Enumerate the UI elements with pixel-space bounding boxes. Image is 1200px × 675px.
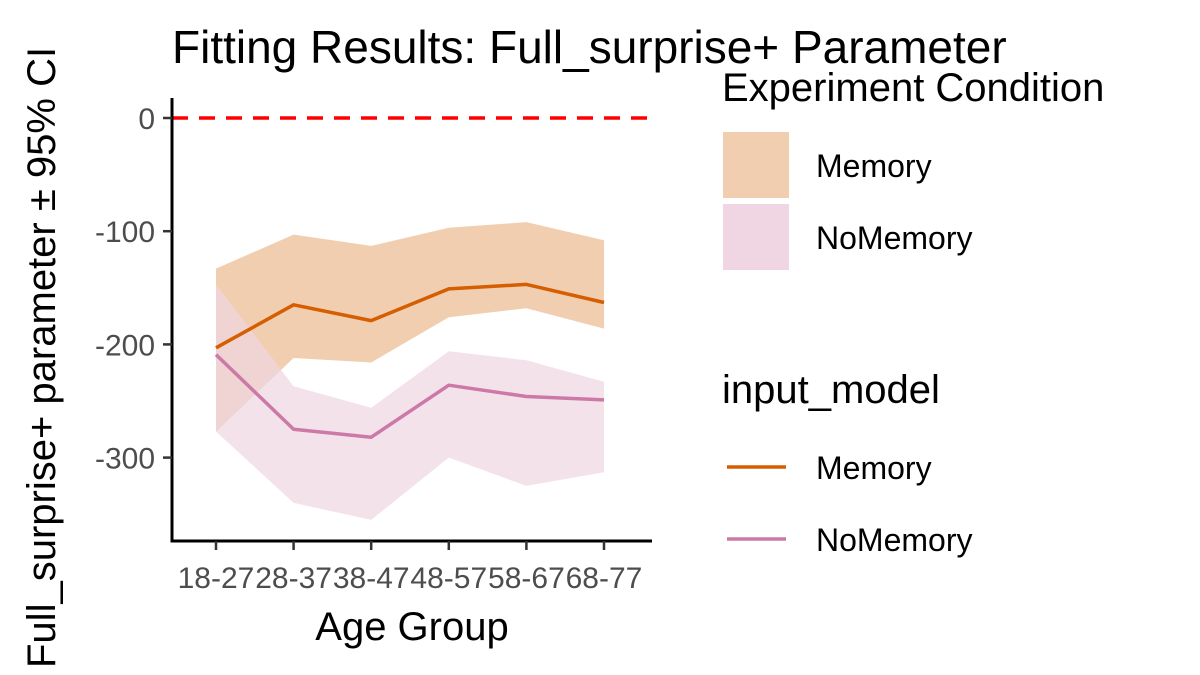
series-lines <box>214 282 605 439</box>
x-tick-label: 18-27 <box>178 562 255 595</box>
y-tick-label: -200 <box>95 329 155 362</box>
y-tick-label: -100 <box>95 216 155 249</box>
legend-title-input-model: input_model <box>722 368 940 412</box>
x-tick-label: 38-47 <box>333 562 410 595</box>
legend-fill-key-memory <box>723 132 789 198</box>
y-axis-title: Full_surprise+ parameter ± 95% CI <box>20 47 64 668</box>
line-nomemory <box>214 353 605 439</box>
axes: 0 -100 -200 -300 18-27 28-37 38-47 48-57 58-67 68… <box>95 98 652 595</box>
legend-label: NoMemory <box>816 220 972 256</box>
x-tick-label: 58-67 <box>488 562 565 595</box>
legend-label: Memory <box>816 148 932 184</box>
y-tick-label: -300 <box>95 443 155 476</box>
legends: Experiment Condition Memory NoMemory input_… <box>722 66 1104 558</box>
legend-title-experiment-condition: Experiment Condition <box>722 66 1104 110</box>
x-tick-label: 48-57 <box>410 562 487 595</box>
y-tick-label: 0 <box>138 103 155 136</box>
band-nomemory <box>216 284 604 520</box>
legend-label: Memory <box>816 450 932 486</box>
x-tick-label: 68-77 <box>566 562 643 595</box>
band-memory <box>216 222 604 432</box>
line-memory <box>215 282 605 350</box>
legend-fill-key-nomemory <box>723 204 789 270</box>
legend-label: NoMemory <box>816 522 972 558</box>
x-axis-title: Age Group <box>315 605 508 649</box>
x-tick-label: 28-37 <box>255 562 332 595</box>
confidence-bands <box>216 222 604 520</box>
chart-title: Fitting Results: Full_surprise+ Paramete… <box>172 21 1007 73</box>
